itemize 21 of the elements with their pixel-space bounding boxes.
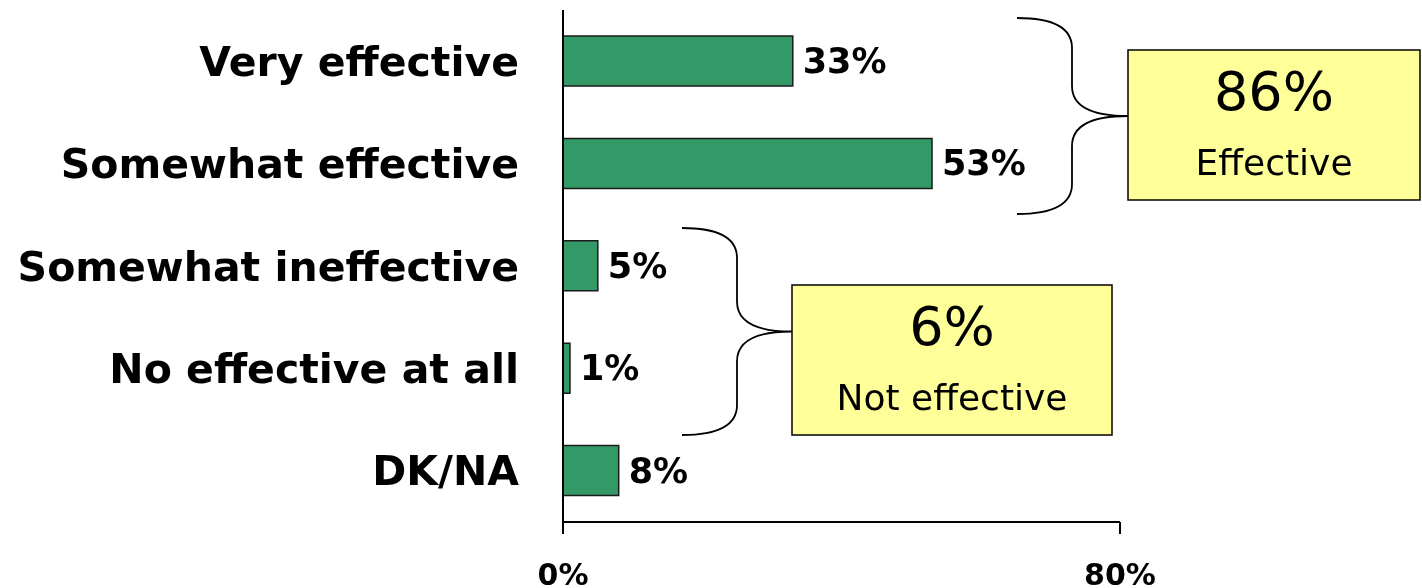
- data-label: 1%: [579, 348, 640, 389]
- text: 86%: [1213, 60, 1335, 123]
- y-tick-label: DK/NA: [372, 447, 520, 496]
- x-tick-label: 0%: [537, 557, 589, 588]
- bar: [563, 444, 620, 497]
- y-tick-label: Very effective: [199, 37, 519, 86]
- bar: [563, 240, 599, 292]
- y-tick-label: Somewhat effective: [60, 140, 519, 189]
- bar: [563, 342, 571, 394]
- text: Effective: [1195, 142, 1353, 183]
- data-label: 53%: [942, 143, 1026, 184]
- bar: [563, 137, 933, 190]
- data-label: 5%: [607, 245, 668, 286]
- data-label: 33%: [802, 41, 887, 81]
- y-tick-label: No effective at all: [109, 344, 519, 393]
- y-tick-label: Somewhat ineffective: [17, 242, 519, 291]
- data-label: 8%: [628, 450, 689, 491]
- bar: [563, 35, 794, 87]
- annotation: Not effective: [836, 377, 1068, 418]
- annotation: 6%: [909, 295, 995, 358]
- x-tick-label: 80%: [1084, 557, 1156, 588]
